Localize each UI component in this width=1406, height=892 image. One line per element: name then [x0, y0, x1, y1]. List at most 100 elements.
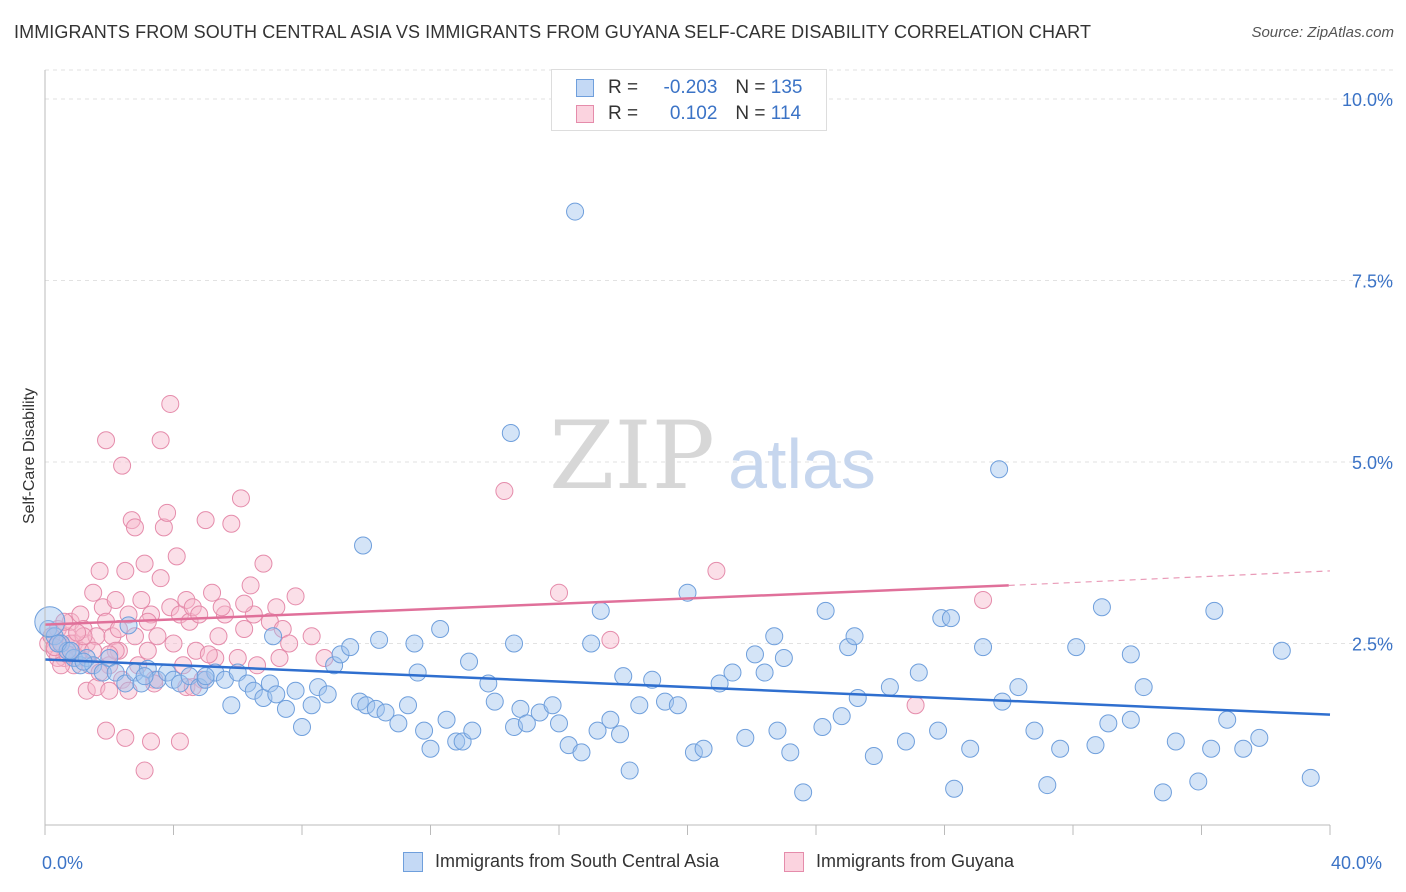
data-point-south-central-asia — [736, 728, 755, 747]
data-point-guyana — [164, 634, 183, 653]
legend-row-pink: R = 0.102 N = 114 — [576, 103, 801, 125]
data-point-guyana — [84, 583, 103, 602]
data-point-guyana — [199, 645, 218, 664]
x-axis-min-label: 0.0% — [42, 853, 84, 873]
legend-item-south-central-asia: Immigrants from South Central Asia — [403, 851, 719, 872]
data-point-south-central-asia — [1234, 739, 1253, 758]
trend-line-guyana-extension — [1008, 570, 1331, 587]
data-point-guyana — [209, 627, 228, 646]
trend-lines — [44, 570, 1331, 716]
data-point-south-central-asia — [550, 714, 568, 733]
data-point-guyana — [77, 681, 96, 700]
data-point-guyana — [167, 547, 186, 566]
data-point-south-central-asia — [1038, 776, 1057, 795]
y-tick-label: 2.5% — [1352, 635, 1393, 655]
data-point-south-central-asia — [591, 601, 610, 620]
data-point-south-central-asia — [643, 670, 662, 689]
data-point-south-central-asia — [572, 743, 591, 762]
data-point-guyana — [142, 732, 161, 751]
data-point-guyana — [177, 590, 196, 609]
data-point-south-central-asia — [755, 663, 774, 682]
data-point-guyana — [55, 612, 74, 631]
data-point-south-central-asia — [357, 696, 376, 715]
data-point-guyana — [135, 761, 154, 780]
data-point-south-central-asia — [543, 696, 562, 715]
data-point-south-central-asia — [929, 721, 948, 740]
data-point-guyana — [231, 489, 250, 508]
data-point-south-central-asia — [485, 692, 504, 711]
data-point-guyana — [302, 627, 321, 646]
data-point-guyana — [906, 696, 925, 715]
data-point-south-central-asia — [408, 663, 427, 682]
data-point-south-central-asia — [588, 721, 607, 740]
n-value: 114 — [770, 103, 802, 124]
data-point-south-central-asia — [774, 649, 793, 668]
data-point-south-central-asia — [880, 678, 899, 697]
data-point-guyana — [97, 431, 116, 450]
data-point-south-central-asia — [463, 721, 482, 740]
data-point-south-central-asia — [864, 747, 883, 766]
data-point-guyana — [235, 594, 254, 613]
data-point-south-central-asia — [318, 685, 337, 704]
n-label: N = — [735, 77, 766, 98]
data-point-south-central-asia — [501, 423, 520, 442]
legend-row-blue: R = -0.203 N = 135 — [576, 77, 802, 99]
data-point-south-central-asia — [206, 663, 225, 682]
data-point-south-central-asia — [431, 619, 450, 638]
y-tick-label: 5.0% — [1352, 453, 1393, 473]
data-point-south-central-asia — [405, 634, 424, 653]
legend-swatch-pink — [784, 851, 804, 872]
chart-title: IMMIGRANTS FROM SOUTH CENTRAL ASIA VS IM… — [14, 22, 1092, 42]
data-point-south-central-asia — [1166, 732, 1185, 751]
data-point-south-central-asia — [460, 652, 479, 671]
data-point-south-central-asia — [1153, 783, 1172, 802]
data-point-south-central-asia — [961, 739, 980, 758]
data-point-south-central-asia — [974, 638, 993, 657]
data-point-south-central-asia — [684, 743, 703, 762]
data-point-south-central-asia — [1189, 772, 1208, 791]
data-point-south-central-asia — [813, 717, 832, 736]
data-point-south-central-asia — [745, 645, 764, 664]
data-point-south-central-asia — [794, 783, 813, 802]
data-point-south-central-asia — [941, 609, 960, 628]
data-point-south-central-asia — [366, 699, 385, 718]
data-point-guyana — [68, 623, 87, 642]
data-point-guyana — [183, 598, 202, 617]
data-point-guyana — [248, 656, 267, 675]
data-point-south-central-asia — [848, 688, 867, 707]
data-point-south-central-asia — [932, 609, 951, 628]
correlation-legend: R = -0.203 N = 135 R = 0.102 N = 114 — [551, 69, 827, 131]
data-point-south-central-asia — [945, 779, 964, 798]
data-point-south-central-asia — [1301, 768, 1320, 787]
data-point-south-central-asia — [517, 714, 536, 733]
data-point-guyana — [270, 649, 289, 668]
data-point-south-central-asia — [1051, 739, 1070, 758]
data-point-south-central-asia — [816, 601, 835, 620]
trend-line-south-central-asia — [44, 658, 1331, 716]
data-point-south-central-asia — [765, 627, 784, 646]
data-point-guyana — [151, 569, 170, 588]
data-point-south-central-asia — [447, 732, 466, 751]
data-point-south-central-asia — [781, 743, 800, 762]
data-point-south-central-asia — [325, 656, 344, 675]
gridlines — [45, 69, 1395, 645]
data-point-south-central-asia — [34, 606, 66, 638]
data-point-south-central-asia — [1009, 678, 1028, 697]
data-point-guyana — [161, 598, 180, 617]
y-tick-labels: 2.5% 5.0% 7.5% 10.0% — [1342, 90, 1393, 654]
data-point-south-central-asia — [1250, 728, 1269, 747]
data-point-south-central-asia — [896, 732, 915, 751]
data-point-south-central-asia — [1086, 736, 1105, 755]
data-point-guyana — [280, 634, 299, 653]
data-point-south-central-asia — [260, 674, 279, 693]
data-point-guyana — [707, 561, 726, 580]
watermark: ZIP atlas — [549, 402, 876, 511]
data-point-guyana — [203, 583, 222, 602]
guyana-points — [39, 394, 993, 780]
data-point-south-central-asia — [1025, 721, 1044, 740]
data-point-south-central-asia — [1092, 598, 1111, 617]
data-point-south-central-asia — [421, 739, 440, 758]
watermark-zip: ZIP — [549, 402, 715, 511]
data-point-south-central-asia — [694, 739, 713, 758]
data-point-guyana — [974, 590, 993, 609]
